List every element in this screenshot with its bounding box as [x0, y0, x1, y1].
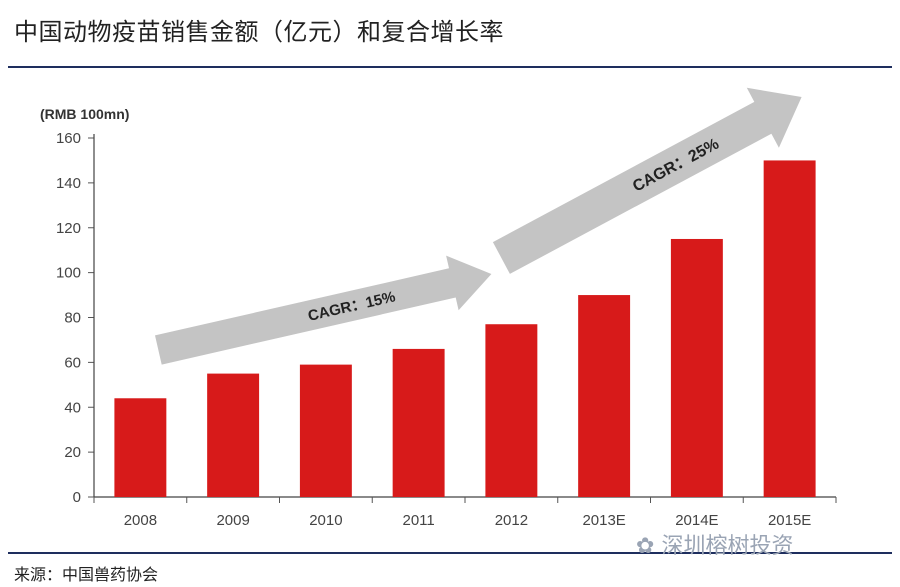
y-tick-label: 80 — [64, 310, 81, 327]
x-tick-label: 2015E — [768, 512, 811, 529]
cagr-arrow — [492, 87, 802, 274]
bar — [485, 324, 538, 497]
y-tick-label: 40 — [64, 399, 81, 416]
bar — [670, 238, 723, 497]
y-tick-label: 120 — [56, 220, 81, 237]
x-tick-label: 2011 — [402, 512, 434, 529]
footer-rule — [8, 552, 892, 554]
x-tick-label: 2008 — [124, 512, 157, 529]
x-tick-label: 2010 — [309, 512, 342, 529]
bar — [763, 160, 816, 497]
bar — [207, 373, 260, 497]
y-tick-label: 60 — [64, 354, 81, 371]
x-tick-label: 2012 — [495, 512, 528, 529]
bar — [299, 364, 352, 497]
header-rule — [8, 66, 892, 68]
x-tick-label: 2014E — [675, 512, 718, 529]
bar — [392, 348, 445, 497]
x-tick-label: 2013E — [582, 512, 625, 529]
y-tick-label: 100 — [56, 265, 81, 282]
bar — [114, 398, 167, 497]
chart-title: 中国动物疫苗销售金额（亿元）和复合增长率 — [14, 18, 504, 46]
y-tick-label: 160 — [56, 130, 81, 147]
y-tick-label: 140 — [56, 175, 81, 192]
bar — [578, 295, 631, 497]
cagr-arrow — [155, 255, 492, 365]
unit-label: (RMB 100mn) — [40, 106, 129, 122]
source-note: 来源：中国兽药协会 — [14, 565, 159, 584]
wechat-icon: ✿ — [636, 534, 662, 559]
watermark-text: 深圳榕树投资 — [661, 534, 794, 559]
watermark: ✿ 深圳榕树投资 — [636, 528, 793, 560]
y-tick-label: 20 — [64, 444, 81, 461]
y-tick-label: 0 — [73, 489, 81, 506]
x-tick-label: 2009 — [216, 512, 249, 529]
